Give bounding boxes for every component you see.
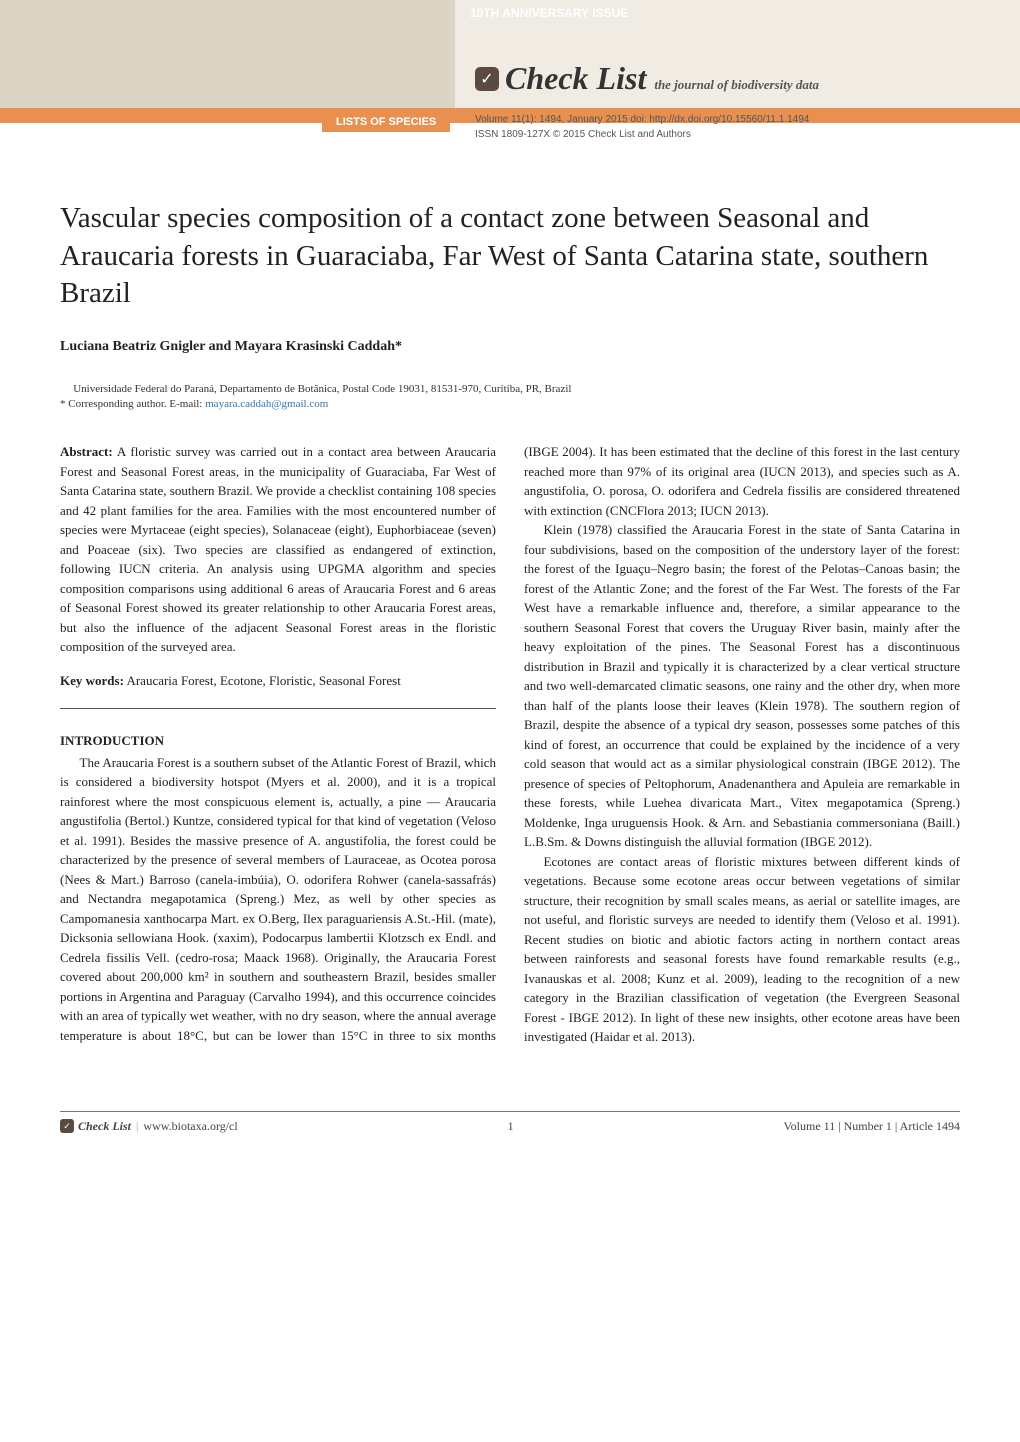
- article-title: Vascular species composition of a contac…: [60, 200, 960, 313]
- checkbox-icon: ✓: [60, 1119, 74, 1133]
- header: 10TH ANNIVERSARY ISSUE ✓ Check List the …: [0, 0, 1020, 150]
- footer-volume: Volume 11 | Number 1 | Article 1494: [784, 1119, 960, 1134]
- volume-info: Volume 11(1): 1494, January 2015 doi: ht…: [475, 112, 809, 142]
- volume-line: Volume 11(1): 1494, January 2015 doi: ht…: [475, 112, 809, 127]
- checkbox-icon: ✓: [475, 67, 499, 91]
- intro-paragraph-3: Ecotones are contact areas of floristic …: [524, 852, 960, 1047]
- keywords-text: Araucaria Forest, Ecotone, Floristic, Se…: [124, 673, 401, 688]
- footer-url[interactable]: www.biotaxa.org/cl: [143, 1119, 237, 1134]
- abstract-text: A floristic survey was carried out in a …: [60, 444, 496, 654]
- footer-brand: Check List: [78, 1119, 131, 1134]
- footer-pagenum: 1: [508, 1119, 514, 1134]
- corresponding-email[interactable]: mayara.caddah@gmail.com: [205, 398, 328, 410]
- anniversary-label: 10TH ANNIVERSARY ISSUE: [470, 0, 628, 26]
- affiliation: Universidade Federal do Paraná, Departam…: [60, 383, 960, 395]
- footer-left: ✓ Check List | www.biotaxa.org/cl: [60, 1119, 238, 1134]
- divider: [60, 708, 496, 709]
- two-column-text: Abstract: A floristic survey was carried…: [60, 442, 960, 1047]
- article-body: Vascular species composition of a contac…: [0, 150, 1020, 1077]
- intro-paragraph-2: Klein (1978) classified the Araucaria Fo…: [524, 520, 960, 852]
- journal-name: Check List: [505, 60, 646, 97]
- page-footer: ✓ Check List | www.biotaxa.org/cl 1 Volu…: [60, 1111, 960, 1134]
- authors: Luciana Beatriz Gnigler and Mayara Krasi…: [60, 339, 960, 355]
- world-map-decoration: [0, 0, 455, 108]
- keywords-label: Key words:: [60, 673, 124, 688]
- keywords: Key words: Araucaria Forest, Ecotone, Fl…: [60, 671, 496, 691]
- section-badge: LISTS OF SPECIES: [322, 112, 450, 132]
- journal-masthead: ✓ Check List the journal of biodiversity…: [475, 60, 819, 97]
- issn-line: ISSN 1809-127X © 2015 Check List and Aut…: [475, 127, 809, 142]
- abstract: Abstract: A floristic survey was carried…: [60, 442, 496, 657]
- journal-tagline: the journal of biodiversity data: [654, 77, 819, 97]
- introduction-heading: INTRODUCTION: [60, 731, 496, 751]
- corresponding-label: * Corresponding author. E-mail:: [60, 398, 205, 410]
- abstract-label: Abstract:: [60, 444, 113, 459]
- footer-separator: |: [136, 1119, 138, 1134]
- corresponding-author: * Corresponding author. E-mail: mayara.c…: [60, 398, 960, 410]
